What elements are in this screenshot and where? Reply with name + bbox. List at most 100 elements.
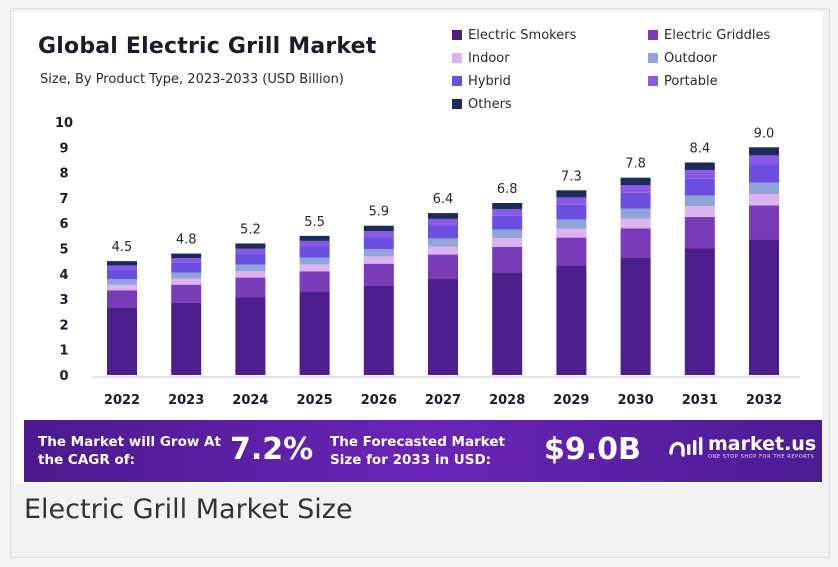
chart-subtitle: Size, By Product Type, 2023-2033 (USD Bi… — [40, 72, 344, 87]
bar-segment — [428, 213, 458, 219]
bar-segment — [171, 284, 202, 303]
x-tick-label: 2023 — [168, 393, 204, 408]
market-summary-banner: The Market will Grow At the CAGR of: 7.2… — [24, 420, 822, 482]
bar-segment — [299, 235, 330, 241]
bar-total-label: 5.9 — [368, 205, 389, 220]
bar-segment — [235, 243, 266, 249]
bar-segment — [363, 285, 394, 375]
bar-segment — [171, 258, 202, 263]
bar-total-label: 6.8 — [497, 182, 518, 197]
bar-segment — [492, 246, 523, 273]
legend-label: Others — [468, 96, 512, 112]
bar-segment — [749, 147, 779, 156]
legend-label: Electric Smokers — [468, 27, 577, 43]
x-tick-label: 2029 — [553, 393, 589, 408]
bar-segment — [428, 238, 458, 247]
bar-segment — [620, 192, 651, 209]
bar-segment — [107, 307, 137, 375]
legend-swatch — [452, 53, 462, 63]
y-tick-label: 7 — [59, 192, 68, 207]
brand-logo: market.us ONE STOP SHOP FOR THE REPORTS — [668, 434, 816, 460]
legend-label: Indoor — [468, 50, 510, 66]
y-tick-label: 0 — [59, 369, 68, 384]
bar-total-label: 4.8 — [176, 233, 197, 248]
bar-segment — [556, 219, 587, 229]
bar-segment — [492, 238, 523, 247]
bar-total-label: 7.8 — [625, 157, 646, 172]
bar-segment — [556, 204, 587, 220]
bar-segment — [749, 205, 779, 240]
bar-total-label: 9.0 — [754, 126, 775, 141]
legend-item: Indoor — [452, 49, 648, 67]
bar-segment — [492, 272, 523, 375]
cagr-label: The Market will Grow At the CAGR of: — [38, 434, 221, 468]
bar-segment — [428, 278, 458, 375]
legend-item: Portable — [648, 72, 808, 90]
bar-total-label: 6.4 — [433, 192, 454, 207]
stacked-bar-chart: 0 1 2 3 4 5 6 7 8 9 10 4.5 2022 4.8 2023 5.2 2024 5.5 2025… — [55, 116, 800, 408]
x-tick-label: 2028 — [489, 393, 525, 408]
bar-segment — [363, 249, 394, 257]
bar-segment — [299, 292, 330, 375]
legend-item: Others — [452, 95, 648, 113]
legend-swatch — [648, 53, 658, 63]
bar-segment — [556, 197, 587, 205]
bar-segment — [620, 257, 651, 375]
bar-segment — [428, 246, 458, 255]
x-tick-label: 2022 — [104, 393, 140, 408]
bar-segment — [235, 264, 266, 272]
bar-segment — [684, 248, 715, 375]
x-tick-label: 2031 — [682, 393, 718, 408]
legend-swatch — [648, 76, 658, 86]
y-tick-label: 2 — [59, 318, 68, 333]
bar-segment — [684, 206, 715, 217]
y-tick-label: 9 — [59, 141, 68, 156]
chart-title: Global Electric Grill Market — [38, 34, 377, 59]
legend-item: Electric Smokers — [452, 26, 648, 44]
bar-segment — [299, 271, 330, 293]
legend-item: Electric Griddles — [648, 26, 808, 44]
bar-segment — [363, 231, 394, 238]
y-tick-label: 3 — [59, 293, 68, 308]
bar-segment — [749, 239, 779, 375]
y-tick-label: 4 — [59, 268, 68, 283]
x-tick-label: 2024 — [232, 393, 268, 408]
brand-name: market.us — [708, 433, 817, 455]
bar-segment — [749, 182, 779, 195]
bar-segment — [749, 164, 779, 183]
bar-segment — [492, 209, 523, 216]
bar-segment — [428, 225, 458, 239]
bar-segment — [684, 162, 715, 171]
bar-segment — [749, 194, 779, 206]
bar-segment — [107, 279, 137, 285]
legend-swatch — [452, 99, 462, 109]
bar-segment — [363, 237, 394, 250]
bar-segment — [171, 272, 202, 279]
bar-segment — [749, 155, 779, 165]
bar-segment — [684, 170, 715, 179]
y-tick-label: 6 — [59, 217, 68, 232]
legend-label: Portable — [664, 73, 718, 89]
legend-item: Outdoor — [648, 49, 808, 67]
x-tick-label: 2025 — [297, 393, 333, 408]
bar-segment — [492, 215, 523, 230]
bar-segment — [107, 284, 137, 291]
bar-segment — [107, 265, 137, 271]
forecast-label: The Forecasted Market Size for 2033 in U… — [330, 434, 505, 468]
bar-segment — [492, 229, 523, 239]
x-tick-label: 2026 — [361, 393, 397, 408]
bar-segment — [620, 218, 651, 229]
bar-segment — [363, 256, 394, 264]
bar-segment — [620, 177, 651, 185]
bar-segment — [171, 262, 202, 273]
legend-label: Outdoor — [664, 50, 718, 66]
bar-segment — [684, 195, 715, 207]
legend-label: Hybrid — [468, 73, 511, 89]
bar-segment — [299, 246, 330, 258]
bar-segment — [235, 297, 266, 375]
bar-segment — [620, 184, 651, 193]
y-tick-label: 5 — [59, 243, 68, 258]
chart-legend: Electric Smokers Electric Griddles Indoor O… — [452, 26, 812, 113]
bar-segment — [556, 265, 587, 375]
bar-total-label: 5.5 — [304, 215, 325, 230]
